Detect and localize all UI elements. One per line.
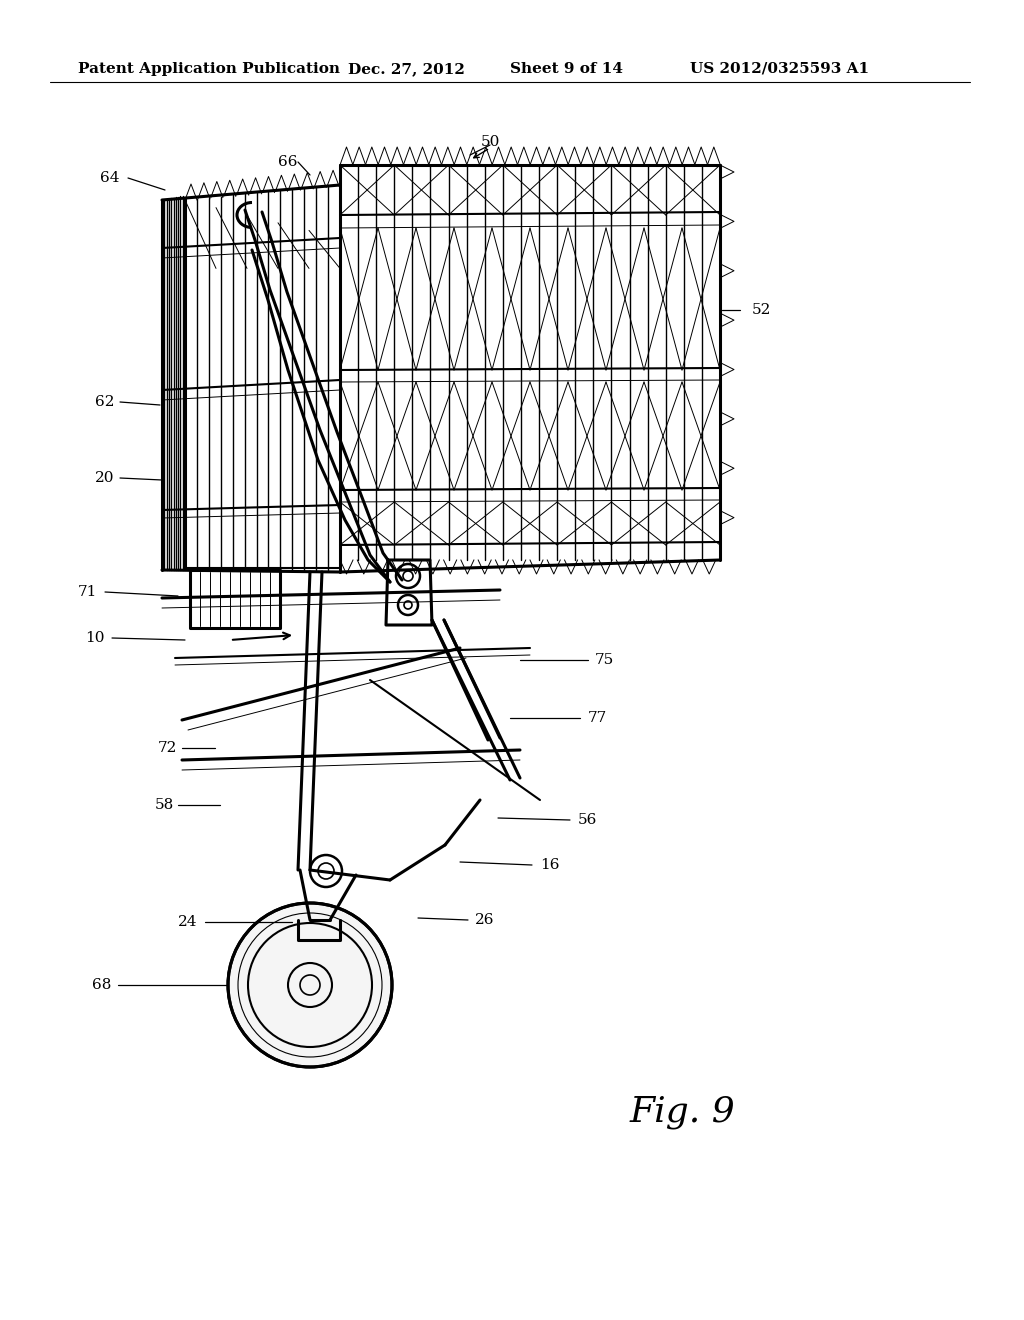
Text: Fig. 9: Fig. 9 — [630, 1096, 736, 1129]
Text: 66: 66 — [278, 154, 298, 169]
Text: 20: 20 — [95, 471, 115, 484]
Circle shape — [228, 903, 392, 1067]
Text: 75: 75 — [595, 653, 614, 667]
Text: 72: 72 — [158, 741, 177, 755]
Text: 77: 77 — [588, 711, 607, 725]
Text: Patent Application Publication: Patent Application Publication — [78, 62, 340, 77]
Text: 68: 68 — [92, 978, 112, 993]
Text: 58: 58 — [155, 799, 174, 812]
Text: 16: 16 — [540, 858, 559, 873]
Text: 24: 24 — [178, 915, 198, 929]
Text: US 2012/0325593 A1: US 2012/0325593 A1 — [690, 62, 869, 77]
Text: 50: 50 — [480, 135, 500, 149]
Text: 26: 26 — [475, 913, 495, 927]
Text: 62: 62 — [95, 395, 115, 409]
Text: Dec. 27, 2012: Dec. 27, 2012 — [348, 62, 465, 77]
Text: 64: 64 — [100, 172, 120, 185]
Text: 56: 56 — [578, 813, 597, 828]
Text: 52: 52 — [752, 304, 771, 317]
Text: Sheet 9 of 14: Sheet 9 of 14 — [510, 62, 623, 77]
Text: 10: 10 — [85, 631, 104, 645]
Text: 71: 71 — [78, 585, 97, 599]
